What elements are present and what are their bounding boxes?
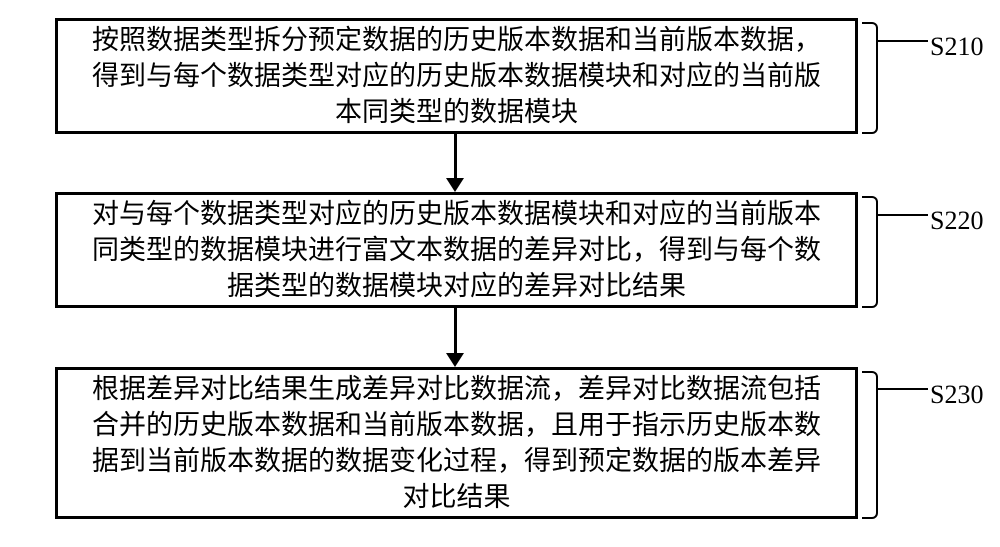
brace-connector-2 — [876, 388, 928, 390]
step-label-s210: S210 — [930, 32, 983, 62]
flow-node-s220: 对与每个数据类型对应的历史版本数据模块和对应的当前版本 同类型的数据模块进行富文… — [55, 192, 858, 308]
step-label-s220: S220 — [930, 206, 983, 236]
flow-node-text: 根据差异对比结果生成差异对比数据流，差异对比数据流包括 合并的历史版本数据和当前… — [58, 371, 855, 515]
brace-connector-0 — [876, 40, 928, 42]
step-label-s230: S230 — [930, 380, 983, 410]
flow-node-text: 对与每个数据类型对应的历史版本数据模块和对应的当前版本 同类型的数据模块进行富文… — [58, 196, 855, 304]
arrow-line-1 — [454, 308, 457, 353]
flow-node-text: 按照数据类型拆分预定数据的历史版本数据和当前版本数据， 得到与每个数据类型对应的… — [58, 22, 855, 130]
brace-s220 — [862, 196, 878, 308]
brace-connector-1 — [876, 214, 928, 216]
arrow-head-icon — [446, 353, 464, 367]
arrow-head-icon — [446, 178, 464, 192]
brace-s230 — [862, 371, 878, 519]
flow-node-s210: 按照数据类型拆分预定数据的历史版本数据和当前版本数据， 得到与每个数据类型对应的… — [55, 18, 858, 134]
flow-node-s230: 根据差异对比结果生成差异对比数据流，差异对比数据流包括 合并的历史版本数据和当前… — [55, 367, 858, 519]
brace-s210 — [862, 22, 878, 134]
arrow-line-0 — [454, 134, 457, 178]
flowchart-canvas: 按照数据类型拆分预定数据的历史版本数据和当前版本数据， 得到与每个数据类型对应的… — [0, 0, 1000, 547]
